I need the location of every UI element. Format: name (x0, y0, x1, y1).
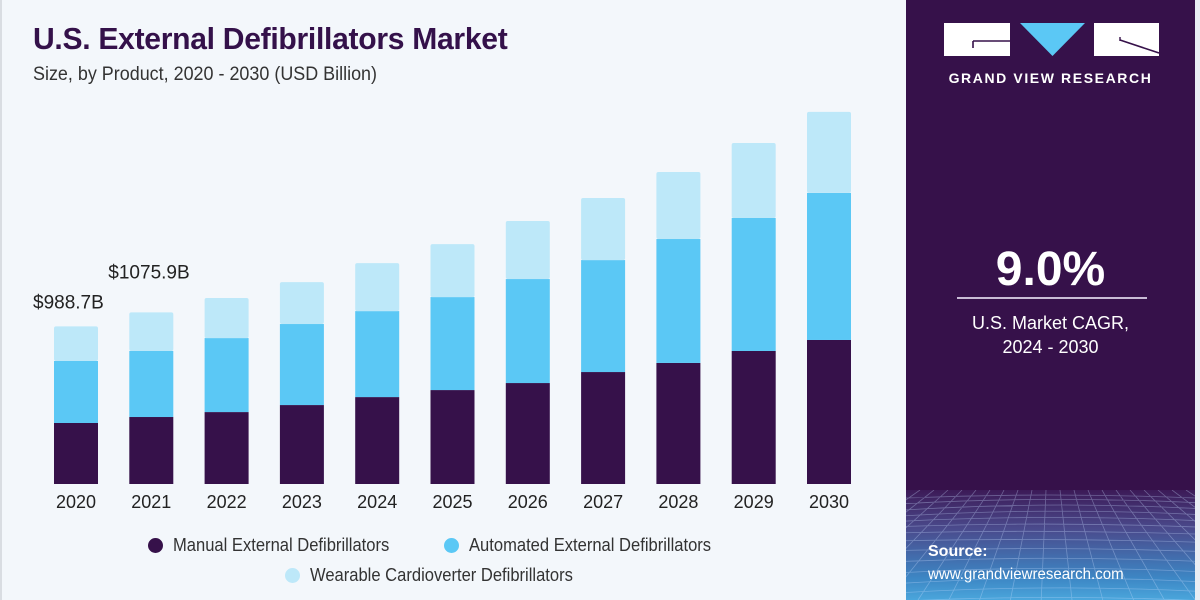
source-title: Source: (928, 543, 988, 560)
bar-group-2020 (54, 326, 98, 484)
legend-item-wearable: Wearable Cardioverter Defibrillators (284, 564, 596, 586)
bar-2027-automated (581, 260, 626, 373)
bar-group-2021 (129, 312, 174, 484)
x-tick-label: 2022 (207, 492, 247, 512)
x-tick-label: 2026 (508, 492, 548, 512)
legend-item-manual: Manual External Defibrillators (147, 534, 408, 556)
bar-2024-wearable (355, 263, 400, 312)
bar-group-2024 (355, 263, 400, 484)
legend-dot-automated-icon (443, 537, 459, 553)
bar-2027-wearable (581, 198, 626, 261)
grid-pattern-icon (906, 490, 1195, 600)
bar-2024-manual (355, 397, 400, 484)
right-border (1195, 0, 1200, 600)
x-tick-label: 2027 (583, 492, 623, 512)
bar-2030-wearable (807, 111, 851, 193)
decorative-grid-background (906, 490, 1195, 600)
bar-2021-automated (129, 350, 174, 418)
cagr-label-line1: U.S. Market CAGR, (971, 313, 1130, 333)
bar-2021-manual (129, 417, 174, 484)
bar-2021-wearable (129, 312, 174, 351)
bar-2029-automated (731, 217, 776, 351)
chart-legend: Manual External Defibrillators Automated… (0, 530, 880, 590)
bar-2020-wearable (54, 326, 98, 362)
x-tick-label: 2028 (658, 492, 698, 512)
x-tick-label: 2020 (56, 492, 96, 512)
bar-2028-automated (656, 239, 701, 363)
bar-2020-manual (54, 422, 98, 484)
x-tick-label: 2024 (357, 492, 397, 512)
bar-2023-automated (279, 324, 324, 406)
bar-group-2026 (505, 221, 550, 484)
bar-2024-automated (355, 311, 400, 398)
source-url[interactable]: www.grandviewresearch.com (928, 566, 1124, 583)
bar-2025-automated (430, 297, 475, 391)
legend-dot-wearable-icon (284, 567, 300, 583)
bar-2025-manual (430, 390, 475, 484)
bar-2028-wearable (656, 172, 701, 240)
x-tick-label: 2025 (432, 492, 472, 512)
total-label-2021: $1075.9B (108, 262, 189, 283)
bar-group-2028 (656, 172, 701, 484)
bar-group-2022 (204, 298, 249, 484)
legend-label-manual: Manual External Defibrillators (172, 534, 390, 555)
legend-dot-manual-icon (147, 537, 163, 553)
cagr-value: 9.0% (995, 243, 1106, 296)
legend-item-automated: Automated External Defibrillators (443, 534, 732, 556)
chart-title: U.S. External Defibrillators Market (33, 21, 508, 56)
stacked-bar-chart: 2020 2021 2022 2023 2024 2025 2026 2027 2028 2029… (33, 111, 851, 512)
cagr-label: U.S. Market CAGR, 2024 - 2030 (906, 311, 1195, 359)
bar-group-2027 (581, 198, 626, 484)
cagr-divider (957, 297, 1147, 299)
bar-2022-automated (204, 338, 249, 413)
bar-2026-automated (505, 279, 550, 384)
x-tick-label: 2021 (131, 492, 171, 512)
bar-2022-manual (204, 412, 249, 484)
bar-2029-wearable (731, 143, 776, 218)
bar-group-2030 (807, 111, 851, 484)
bar-2025-wearable (430, 244, 475, 298)
legend-label-wearable: Wearable Cardioverter Defibrillators (309, 564, 573, 585)
bar-2020-automated (54, 361, 98, 423)
gvr-logo-icon (944, 23, 1159, 56)
bar-2030-manual (807, 339, 851, 484)
bar-2022-wearable (204, 298, 249, 339)
bar-2027-manual (581, 372, 626, 484)
bar-group-2023 (279, 282, 324, 484)
bar-2023-manual (279, 405, 324, 484)
bar-2026-manual (505, 383, 550, 484)
x-tick-label: 2029 (734, 492, 774, 512)
grid-lines (906, 490, 1195, 600)
bar-group-2029 (731, 143, 776, 484)
x-tick-label: 2030 (809, 492, 849, 512)
left-border (0, 0, 2, 600)
x-tick-label: 2023 (282, 492, 322, 512)
info-panel: GRAND VIEW RESEARCH 9.0% U.S. Market CAG… (906, 0, 1195, 600)
bar-2028-manual (656, 362, 701, 484)
legend-row-1: Manual External Defibrillators Automated… (0, 530, 880, 560)
bar-2030-automated (807, 192, 851, 340)
cagr-label-line2: 2024 - 2030 (1002, 337, 1099, 357)
legend-label-automated: Automated External Defibrillators (468, 534, 712, 555)
legend-row-2: Wearable Cardioverter Defibrillators (0, 560, 880, 590)
chart-subtitle: Size, by Product, 2020 - 2030 (USD Billi… (33, 63, 378, 85)
brand-name: GRAND VIEW RESEARCH (948, 70, 1153, 86)
bar-2026-wearable (505, 221, 550, 280)
bar-group-2025 (430, 244, 475, 484)
total-label-2020: $988.7B (33, 292, 104, 313)
bar-2023-wearable (279, 282, 324, 325)
bar-2029-manual (731, 350, 776, 484)
